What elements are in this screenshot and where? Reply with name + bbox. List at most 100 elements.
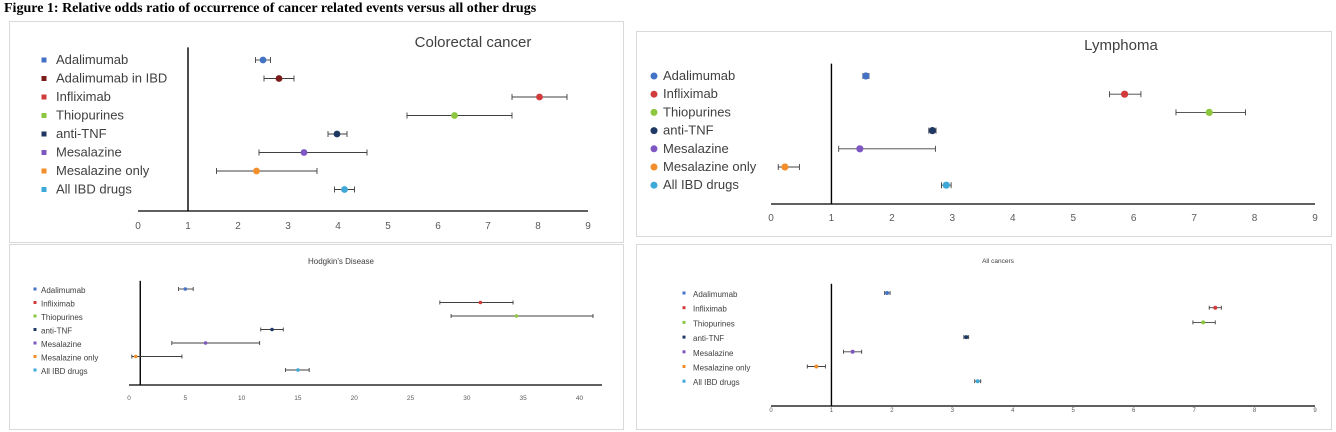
series-mesalazine: Mesalazine (33, 340, 261, 349)
legend-marker (682, 365, 686, 368)
legend-label: Mesalazine only (663, 159, 757, 174)
legend-marker (650, 181, 658, 189)
series-mesalazine-only: Mesalazine only (41, 163, 318, 178)
lymphoma-chart: Lymphoma 0 1 2 3 4 5 6 7 8 9 Adalimumab Infliximab Th… (636, 31, 1332, 237)
legend-marker (41, 168, 47, 174)
series-anti-tnf: anti-TNF (33, 327, 284, 336)
legend-marker (650, 145, 658, 153)
legend-marker (41, 94, 47, 100)
data-point (259, 56, 267, 64)
x-tick-label: 15 (294, 395, 302, 402)
data-point (781, 163, 789, 171)
data-point (514, 314, 519, 318)
series-anti-tnf: anti-TNF (650, 123, 937, 138)
data-point (536, 93, 543, 101)
x-tick-label: 5 (1070, 213, 1076, 224)
legend-label: All IBD drugs (663, 177, 739, 192)
lymphoma-plot: Lymphoma 0 1 2 3 4 5 6 7 8 9 Adalimumab Infliximab Th… (650, 37, 1318, 224)
legend-label: Mesalazine (693, 349, 734, 358)
chart-title: Hodgkin's Disease (308, 257, 375, 266)
x-tick-label: 2 (235, 221, 241, 232)
legend-label: anti-TNF (56, 126, 107, 141)
chart-title: Colorectal cancer (415, 34, 532, 51)
series-mesalazine: Mesalazine (650, 141, 936, 156)
series-infliximab: Infliximab (41, 89, 568, 104)
legend-label: anti-TNF (693, 334, 724, 343)
x-tick-label: 30 (463, 395, 471, 402)
x-tick-label: 25 (407, 395, 415, 402)
x-tick-label: 3 (950, 213, 956, 224)
figure-title: Figure 1: Relative odds ratio of occurre… (4, 1, 537, 16)
data-point (942, 181, 950, 189)
x-tick-label: 7 (485, 221, 491, 232)
x-tick-label: 5 (1072, 408, 1076, 414)
legend-marker (682, 335, 686, 339)
legend-label: Thiopurines (41, 313, 83, 322)
series-adalimumab: Adalimumab (682, 290, 891, 299)
series-all-ibd-drugs: All IBD drugs (41, 182, 355, 197)
series-adalimumab: Adalimumab (33, 286, 194, 295)
x-tick-label: 35 (520, 395, 528, 402)
legend-label: Mesalazine (56, 145, 122, 160)
series-thiopurines: Thiopurines (41, 108, 513, 123)
legend-label: Infliximab (56, 89, 111, 104)
series-thiopurines: Thiopurines (650, 104, 1246, 119)
legend-label: Infliximab (41, 300, 75, 309)
x-tick-label: 7 (1192, 408, 1196, 414)
data-point (300, 149, 308, 156)
legend-marker (682, 320, 686, 324)
legend-marker (41, 150, 47, 155)
data-point (183, 287, 188, 291)
x-tick-label: 4 (1010, 213, 1016, 224)
legend-label: anti-TNF (41, 327, 72, 336)
legend-label: Adalimumab (41, 286, 86, 295)
series-infliximab: Infliximab (682, 305, 1222, 314)
x-tick-label: 0 (769, 408, 773, 414)
legend-label: Thiopurines (663, 104, 731, 119)
legend-label: All IBD drugs (41, 367, 88, 376)
data-point (1205, 108, 1213, 116)
x-tick-label: 1 (185, 221, 191, 232)
legend-label: Adalimumab in IBD (56, 71, 167, 86)
series-anti-tnf: anti-TNF (682, 334, 970, 343)
data-point (133, 354, 138, 359)
series-adalimumab: Adalimumab (650, 68, 870, 83)
data-point (975, 379, 980, 384)
legend-label: Thiopurines (693, 319, 735, 328)
chart-title: Lymphoma (1084, 37, 1158, 54)
x-tick-label: 7 (1191, 213, 1197, 224)
legend-marker (33, 341, 37, 345)
legend-label: All IBD drugs (56, 182, 132, 197)
x-tick-label: 40 (576, 395, 584, 402)
series-all-ibd-drugs: All IBD drugs (33, 367, 310, 376)
series-all-ibd-drugs: All IBD drugs (682, 378, 982, 387)
series-mesalazine: Mesalazine (682, 349, 863, 358)
x-tick-label: 6 (1131, 213, 1137, 224)
data-point (964, 335, 969, 340)
legend-marker (41, 187, 47, 192)
legend-marker (33, 287, 37, 291)
legend-marker (650, 90, 658, 98)
series-mesalazine-only: Mesalazine only (33, 354, 183, 363)
chart-title: All cancers (982, 258, 1015, 265)
x-tick-label: 10 (238, 395, 246, 402)
x-tick-label: 8 (535, 221, 541, 232)
hodgkins-disease-chart: Hodgkin's Disease 0 5 10 15 20 25 30 35 40 Adalimu… (9, 244, 624, 430)
legend-marker (33, 328, 37, 331)
data-point (1121, 90, 1129, 98)
legend-marker (33, 301, 37, 304)
legend-label: Mesalazine only (41, 354, 98, 363)
series-mesalazine: Mesalazine (41, 145, 368, 160)
data-point (253, 167, 260, 175)
x-tick-label: 3 (951, 408, 955, 414)
x-tick-label: 6 (1132, 408, 1136, 414)
legend-label: All IBD drugs (693, 378, 740, 387)
series-thiopurines: Thiopurines (33, 313, 594, 322)
x-tick-label: 8 (1253, 408, 1257, 414)
x-tick-label: 4 (1011, 408, 1015, 414)
legend-label: Adalimumab (693, 290, 738, 299)
legend-marker (682, 291, 686, 295)
legend-label: Infliximab (693, 305, 727, 314)
series-thiopurines: Thiopurines (682, 319, 1216, 328)
legend-marker (682, 379, 686, 383)
